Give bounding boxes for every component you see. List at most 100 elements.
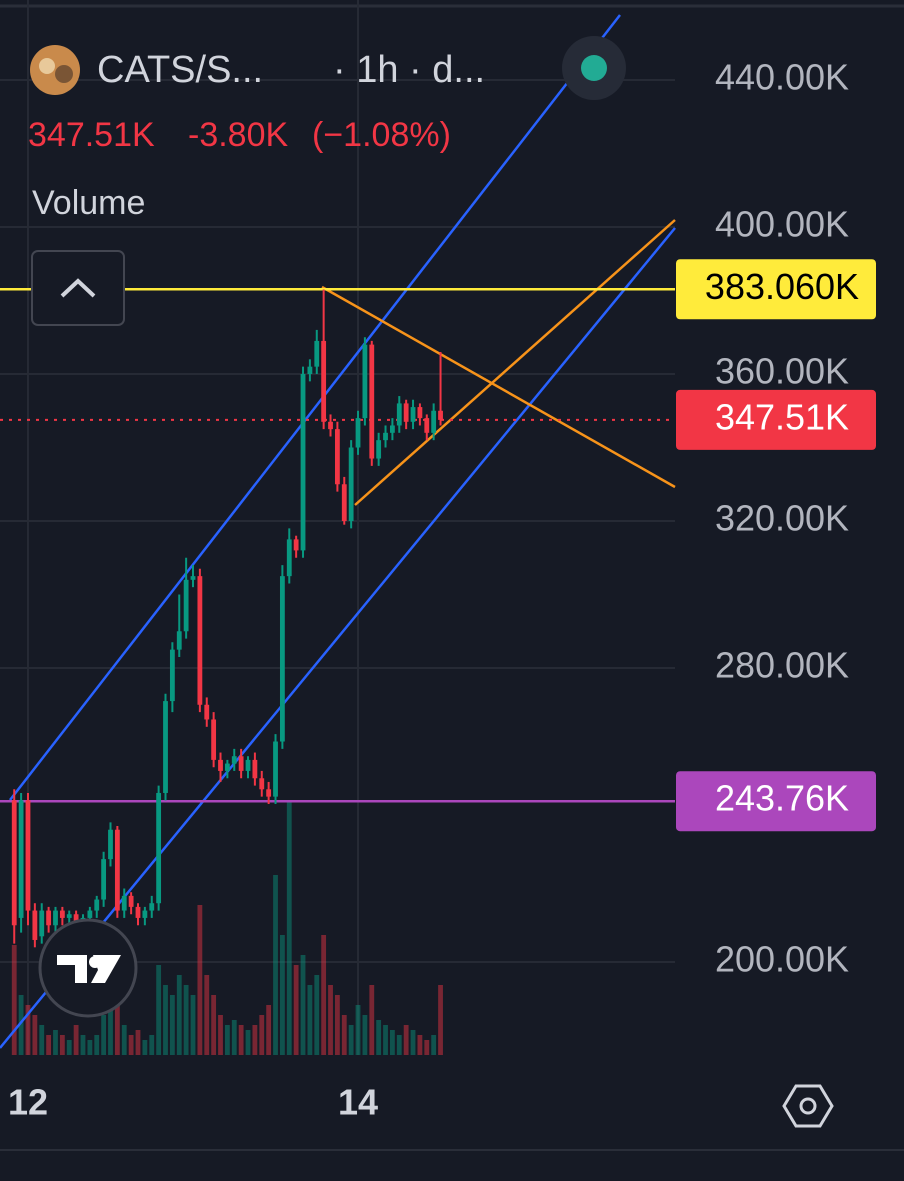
- volume-bar: [259, 1015, 265, 1055]
- logo[interactable]: [38, 918, 138, 1018]
- candle-body: [224, 763, 230, 771]
- candle-body: [25, 800, 31, 911]
- symbol[interactable]: CATS/S...: [97, 49, 263, 91]
- candle-body: [142, 910, 148, 918]
- volume-bar: [18, 995, 24, 1055]
- candle-body: [108, 829, 113, 860]
- volume-bar: [87, 1040, 93, 1055]
- volume-bar: [245, 1030, 251, 1055]
- level-label: 243.76K: [715, 778, 849, 819]
- candle-body: [204, 704, 210, 720]
- candle-body: [211, 719, 217, 760]
- volume-bar: [348, 1025, 354, 1055]
- settings-button[interactable]: [782, 1084, 834, 1128]
- volume-bar: [101, 1015, 107, 1055]
- channel-upper: [9, 14, 621, 801]
- level-label-box: [676, 259, 876, 320]
- candle-body: [252, 759, 258, 779]
- volume-bar: [204, 975, 210, 1055]
- triangle-upper: [321, 285, 676, 489]
- candle-body: [431, 410, 437, 433]
- volume-bar: [424, 1040, 430, 1055]
- candle-body: [176, 631, 182, 650]
- candle-body: [314, 340, 320, 367]
- collapse-button[interactable]: [31, 250, 125, 326]
- volume-bar: [286, 800, 292, 1055]
- volume-bar: [80, 1035, 86, 1055]
- channel-lower: [0, 227, 676, 1049]
- volume-bar: [273, 875, 278, 1055]
- volume-bar: [314, 975, 320, 1055]
- candle-body: [39, 910, 45, 937]
- candle-body: [307, 366, 313, 375]
- candle-body: [438, 410, 443, 420]
- drawings: [0, 14, 676, 1049]
- triangle-lower: [354, 219, 676, 506]
- volume-bar: [135, 1030, 141, 1055]
- volume-bar: [211, 995, 217, 1055]
- volume-bar: [417, 1035, 423, 1055]
- volume-bar: [328, 985, 333, 1055]
- volume-bar: [197, 905, 203, 1055]
- volume-bar: [73, 1025, 79, 1055]
- candle-body: [389, 425, 395, 433]
- volume-bar: [169, 995, 175, 1055]
- candle-body: [231, 756, 237, 764]
- volume-bar: [114, 995, 120, 1055]
- volume-bar: [94, 1035, 100, 1055]
- volume-bar: [224, 1025, 230, 1055]
- interval[interactable]: · 1h · d...: [333, 49, 485, 91]
- candle-body: [190, 576, 196, 580]
- avatar-detail: [55, 65, 73, 83]
- candle-body: [238, 756, 244, 771]
- candle-body: [266, 789, 272, 797]
- price-axis: 200.00K 280.00K 320.00K 360.00K 400.00K 440.0…: [8, 57, 876, 1123]
- candle-body: [121, 895, 127, 911]
- volume-bar: [300, 955, 306, 1055]
- volume-bar: [163, 985, 168, 1055]
- level-label: 383.060K: [705, 266, 859, 307]
- candle-body: [101, 859, 107, 900]
- candle-body: [293, 539, 299, 551]
- status-dot[interactable]: [581, 55, 607, 81]
- volume-bar: [355, 1005, 361, 1055]
- volume-bar: [46, 1035, 52, 1055]
- volume-bar: [108, 1005, 113, 1055]
- volume-bar: [156, 965, 162, 1055]
- y-tick-label: 440.00K: [715, 57, 849, 98]
- volume-bar: [362, 1015, 368, 1055]
- candle-body: [286, 539, 292, 577]
- last-price-label: 347.51K: [715, 396, 849, 437]
- candle-body: [424, 418, 430, 433]
- candle-body: [53, 910, 58, 926]
- candle-body: [245, 759, 251, 771]
- candle-body: [328, 421, 333, 430]
- level-label-box: [676, 771, 876, 832]
- volume-bar: [376, 1020, 382, 1055]
- candle-body: [183, 579, 189, 632]
- candle-body: [135, 906, 141, 918]
- volume-bar: [39, 1025, 45, 1055]
- candle-body: [273, 741, 278, 797]
- volume-bar: [128, 1035, 134, 1055]
- candle-body: [197, 576, 203, 705]
- symbol-avatar[interactable]: [30, 45, 80, 95]
- indicator[interactable]: Volume: [32, 184, 145, 222]
- volume-bar: [32, 1015, 38, 1055]
- last-price-box: [676, 389, 876, 450]
- volume-bar: [252, 1025, 258, 1055]
- volume-bar: [176, 975, 182, 1055]
- candle-body: [321, 340, 327, 422]
- volume-bar: [410, 1030, 416, 1055]
- candle-body: [163, 701, 168, 793]
- y-tick-label: 280.00K: [715, 645, 849, 686]
- volume-bar: [183, 985, 189, 1055]
- candle-body: [73, 914, 79, 922]
- candle-body: [11, 800, 17, 926]
- avatar-detail: [39, 58, 55, 74]
- candle-body: [417, 407, 423, 419]
- change-percent: (−1.08%): [312, 116, 451, 154]
- volume-bar: [403, 1025, 409, 1055]
- candle-body: [94, 899, 100, 911]
- volume-bar: [190, 995, 196, 1055]
